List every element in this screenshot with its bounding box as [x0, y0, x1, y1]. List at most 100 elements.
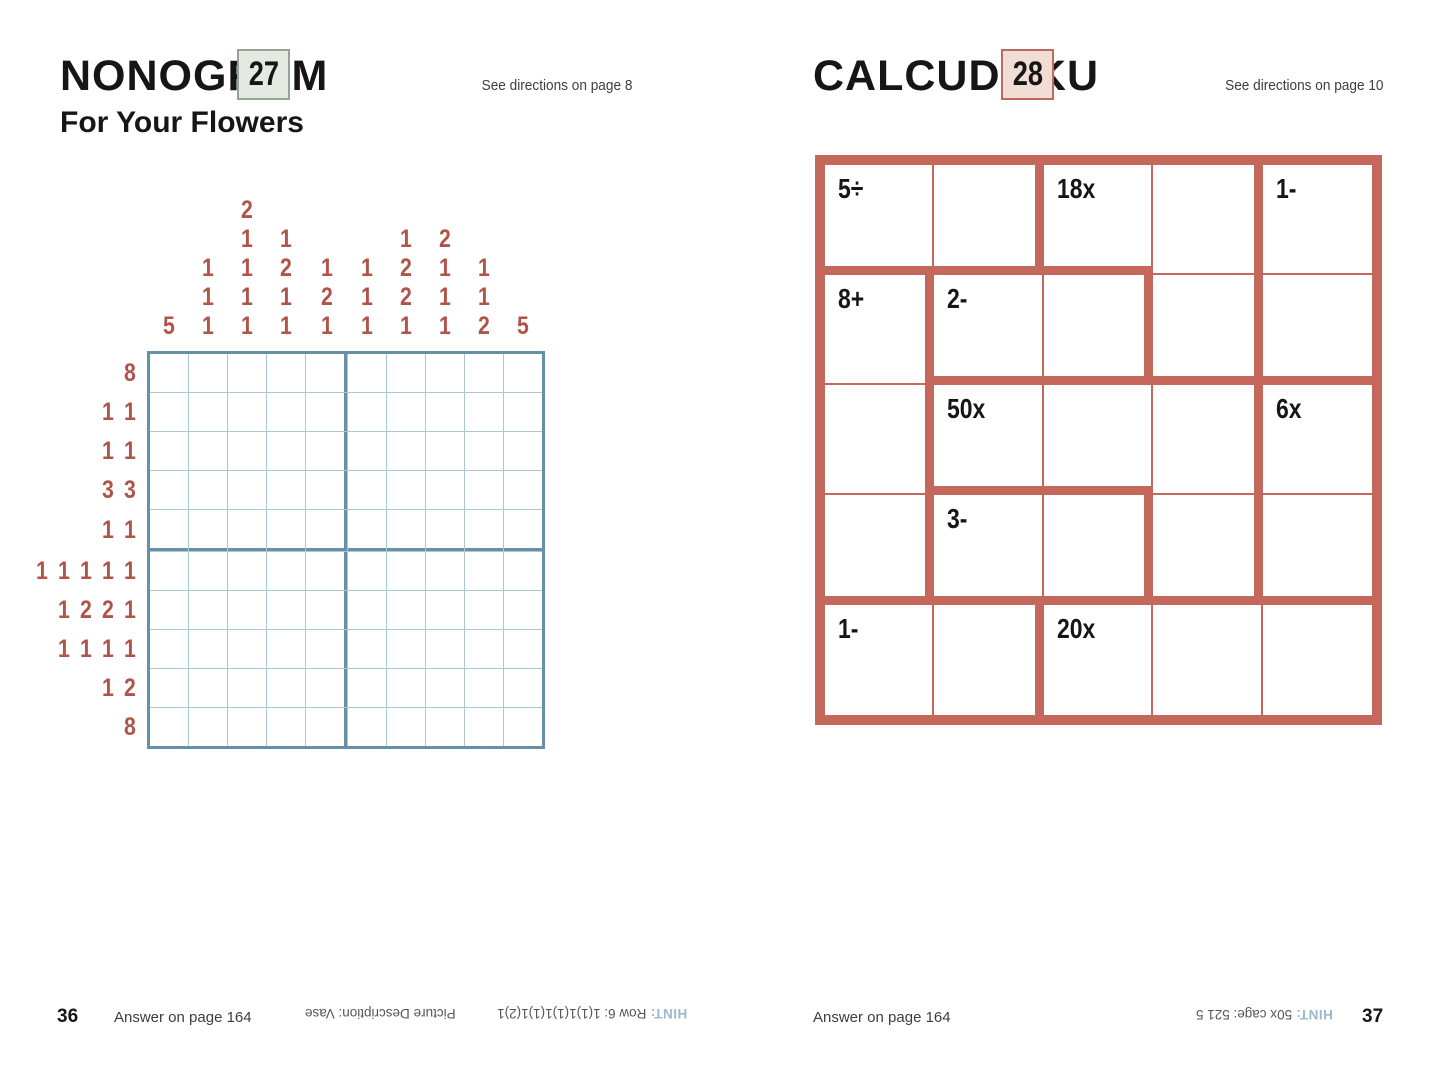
nonogram-cell[interactable]	[426, 552, 464, 590]
calcudoku-cell[interactable]: 6x	[1262, 385, 1372, 495]
nonogram-cell[interactable]	[465, 432, 503, 470]
nonogram-cell[interactable]	[228, 630, 266, 668]
nonogram-cell[interactable]	[189, 471, 227, 509]
nonogram-cell[interactable]	[465, 354, 503, 392]
nonogram-cell[interactable]	[465, 552, 503, 590]
nonogram-cell[interactable]	[189, 630, 227, 668]
nonogram-cell[interactable]	[189, 510, 227, 551]
nonogram-cell[interactable]	[387, 510, 425, 551]
nonogram-cell[interactable]	[267, 630, 305, 668]
calcudoku-cell[interactable]	[1043, 385, 1154, 495]
nonogram-cell[interactable]	[387, 432, 425, 470]
nonogram-cell[interactable]	[267, 669, 305, 707]
nonogram-cell[interactable]	[348, 552, 386, 590]
nonogram-cell[interactable]	[387, 354, 425, 392]
nonogram-cell[interactable]	[387, 393, 425, 431]
nonogram-cell[interactable]	[465, 669, 503, 707]
nonogram-cell[interactable]	[426, 669, 464, 707]
nonogram-cell[interactable]	[504, 471, 542, 509]
nonogram-cell[interactable]	[426, 630, 464, 668]
calcudoku-cell[interactable]: 1-	[1262, 165, 1372, 275]
nonogram-cell[interactable]	[504, 630, 542, 668]
calcudoku-cell[interactable]	[1153, 165, 1263, 275]
calcudoku-cell[interactable]	[1262, 495, 1372, 605]
nonogram-cell[interactable]	[504, 393, 542, 431]
nonogram-cell[interactable]	[465, 510, 503, 551]
nonogram-cell[interactable]	[306, 510, 347, 551]
calcudoku-cell[interactable]	[1153, 385, 1263, 495]
calcudoku-cell[interactable]: 2-	[934, 275, 1044, 385]
nonogram-cell[interactable]	[306, 354, 347, 392]
nonogram-cell[interactable]	[228, 354, 266, 392]
nonogram-cell[interactable]	[348, 393, 386, 431]
nonogram-cell[interactable]	[465, 708, 503, 746]
nonogram-cell[interactable]	[228, 510, 266, 551]
nonogram-cell[interactable]	[150, 669, 188, 707]
nonogram-cell[interactable]	[189, 354, 227, 392]
nonogram-cell[interactable]	[387, 552, 425, 590]
nonogram-cell[interactable]	[504, 669, 542, 707]
nonogram-cell[interactable]	[465, 393, 503, 431]
nonogram-cell[interactable]	[306, 552, 347, 590]
nonogram-cell[interactable]	[267, 708, 305, 746]
nonogram-cell[interactable]	[306, 591, 347, 629]
nonogram-cell[interactable]	[348, 432, 386, 470]
nonogram-cell[interactable]	[426, 591, 464, 629]
nonogram-cell[interactable]	[306, 630, 347, 668]
nonogram-cell[interactable]	[504, 510, 542, 551]
calcudoku-cell[interactable]	[1153, 605, 1263, 715]
nonogram-cell[interactable]	[387, 471, 425, 509]
nonogram-cell[interactable]	[465, 591, 503, 629]
nonogram-cell[interactable]	[504, 552, 542, 590]
nonogram-cell[interactable]	[189, 552, 227, 590]
nonogram-cell[interactable]	[267, 432, 305, 470]
nonogram-cell[interactable]	[306, 708, 347, 746]
nonogram-cell[interactable]	[348, 669, 386, 707]
nonogram-cell[interactable]	[387, 591, 425, 629]
nonogram-cell[interactable]	[348, 630, 386, 668]
nonogram-cell[interactable]	[228, 708, 266, 746]
nonogram-cell[interactable]	[228, 552, 266, 590]
nonogram-cell[interactable]	[228, 393, 266, 431]
nonogram-cell[interactable]	[228, 432, 266, 470]
nonogram-cell[interactable]	[150, 510, 188, 551]
nonogram-cell[interactable]	[465, 471, 503, 509]
nonogram-cell[interactable]	[189, 393, 227, 431]
nonogram-cell[interactable]	[267, 510, 305, 551]
nonogram-cell[interactable]	[267, 552, 305, 590]
calcudoku-cell[interactable]: 5÷	[825, 165, 935, 275]
nonogram-cell[interactable]	[228, 471, 266, 509]
nonogram-cell[interactable]	[150, 708, 188, 746]
nonogram-cell[interactable]	[150, 354, 188, 392]
nonogram-cell[interactable]	[348, 708, 386, 746]
calcudoku-cell[interactable]: 3-	[934, 495, 1044, 605]
calcudoku-cell[interactable]	[1153, 495, 1263, 605]
nonogram-cell[interactable]	[150, 552, 188, 590]
nonogram-cell[interactable]	[189, 669, 227, 707]
nonogram-cell[interactable]	[387, 630, 425, 668]
nonogram-cell[interactable]	[504, 432, 542, 470]
nonogram-cell[interactable]	[306, 669, 347, 707]
nonogram-cell[interactable]	[228, 669, 266, 707]
calcudoku-cell[interactable]	[1043, 495, 1154, 605]
nonogram-cell[interactable]	[426, 708, 464, 746]
nonogram-cell[interactable]	[189, 591, 227, 629]
nonogram-cell[interactable]	[387, 669, 425, 707]
nonogram-cell[interactable]	[189, 708, 227, 746]
nonogram-cell[interactable]	[306, 432, 347, 470]
calcudoku-cell[interactable]: 18x	[1043, 165, 1154, 275]
nonogram-cell[interactable]	[189, 432, 227, 470]
nonogram-cell[interactable]	[306, 471, 347, 509]
nonogram-cell[interactable]	[150, 471, 188, 509]
nonogram-cell[interactable]	[426, 432, 464, 470]
nonogram-cell[interactable]	[150, 432, 188, 470]
calcudoku-cell[interactable]	[825, 385, 935, 495]
nonogram-cell[interactable]	[504, 354, 542, 392]
nonogram-cell[interactable]	[150, 393, 188, 431]
nonogram-cell[interactable]	[426, 393, 464, 431]
calcudoku-cell[interactable]	[825, 495, 935, 605]
nonogram-cell[interactable]	[348, 354, 386, 392]
calcudoku-cell[interactable]: 8+	[825, 275, 935, 385]
nonogram-cell[interactable]	[267, 471, 305, 509]
nonogram-cell[interactable]	[348, 510, 386, 551]
